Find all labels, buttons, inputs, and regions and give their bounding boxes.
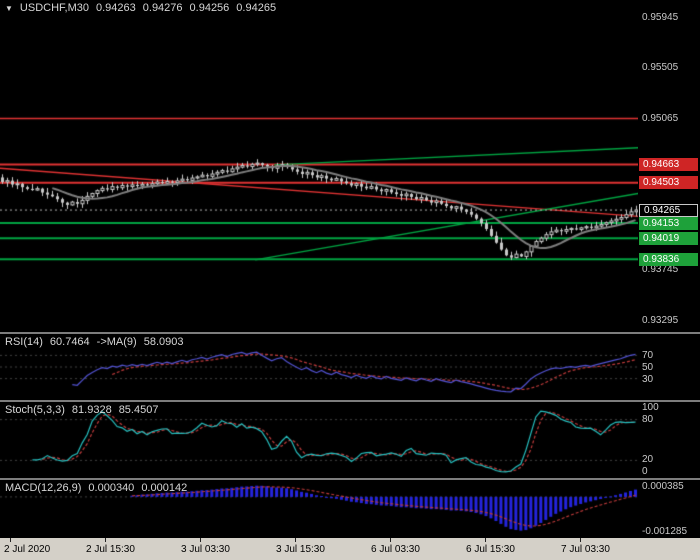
time-axis-tick <box>200 538 201 542</box>
price-axis-label: 0.95945 <box>642 12 679 23</box>
ohlc-low: 0.94256 <box>189 2 230 14</box>
macd-indicator-panel: MACD(12,26,9) 0.000340 0.000142 0.000385… <box>0 480 700 538</box>
stoch-axis-label: 0 <box>642 466 648 477</box>
symbol-timeframe: USDCHF,M30 <box>19 2 89 14</box>
resistance-price-box: 0.94663 <box>639 158 698 171</box>
symbol-dropdown-icon[interactable]: ▼ <box>5 4 13 13</box>
price-axis-label: 0.93745 <box>642 264 679 275</box>
rsi-indicator-canvas[interactable] <box>0 334 638 400</box>
rsi-axis-label: 30 <box>642 374 654 385</box>
panel-resize-divider[interactable] <box>0 400 700 402</box>
macd-signal-value: 0.000142 <box>141 482 188 494</box>
stochastic-indicator-canvas[interactable] <box>0 402 638 478</box>
support-price-box: 0.94019 <box>639 232 698 245</box>
macd-label: MACD(12,26,9) <box>5 482 82 494</box>
time-axis-label: 6 Jul 03:30 <box>371 544 420 555</box>
support-price-box: 0.93836 <box>639 253 698 266</box>
stochastic-header: Stoch(5,3,3) 81.9328 85.4507 <box>5 404 158 416</box>
macd-header: MACD(12,26,9) 0.000340 0.000142 <box>5 482 187 494</box>
time-axis-tick <box>485 538 486 542</box>
ohlc-open: 0.94263 <box>96 2 136 14</box>
current-price-box: 0.94265 <box>639 204 698 217</box>
symbol-info-bar: ▼ USDCHF,M30 0.94263 0.94276 0.94256 0.9… <box>5 2 276 16</box>
rsi-ma-value: 58.0903 <box>143 336 184 348</box>
macd-indicator-canvas[interactable] <box>0 480 638 538</box>
stoch-signal-value: 85.4507 <box>118 404 159 416</box>
ohlc-high: 0.94276 <box>142 2 183 14</box>
price-chart-panel: ▼ USDCHF,M30 0.94263 0.94276 0.94256 0.9… <box>0 0 698 332</box>
rsi-axis-label: 50 <box>642 362 654 373</box>
stoch-axis-label: 80 <box>642 414 654 425</box>
rsi-label: RSI(14) <box>5 336 43 348</box>
time-axis-label: 7 Jul 03:30 <box>561 544 610 555</box>
time-axis-tick <box>10 538 11 542</box>
support-price-box: 0.94153 <box>639 217 698 230</box>
price-axis-label: 0.95505 <box>642 62 679 73</box>
price-chart-canvas[interactable] <box>0 0 638 332</box>
time-axis-label: 2 Jul 15:30 <box>86 544 135 555</box>
time-axis-label: 2 Jul 2020 <box>4 544 51 555</box>
stoch-label: Stoch(5,3,3) <box>5 404 65 416</box>
price-axis-label: 0.93295 <box>642 315 679 326</box>
time-axis-tick <box>390 538 391 542</box>
rsi-indicator-panel: RSI(14) 60.7464 ->MA(9) 58.0903 70 50 30 <box>0 334 700 400</box>
rsi-ma-label: ->MA(9) <box>96 336 137 348</box>
rsi-axis-label: 70 <box>642 350 654 361</box>
time-axis-tick <box>105 538 106 542</box>
price-axis-label: 0.95065 <box>642 113 679 124</box>
ohlc-close: 0.94265 <box>236 2 277 14</box>
stochastic-indicator-panel: Stoch(5,3,3) 81.9328 85.4507 100 80 20 0 <box>0 402 700 478</box>
time-axis-label: 6 Jul 15:30 <box>466 544 515 555</box>
resistance-price-box: 0.94503 <box>639 176 698 189</box>
macd-axis-label: 0.000385 <box>642 481 684 492</box>
stoch-value: 81.9328 <box>71 404 112 416</box>
macd-value: 0.000340 <box>88 482 135 494</box>
time-axis-tick <box>295 538 296 542</box>
stoch-axis-label: 20 <box>642 454 654 465</box>
macd-axis-label: -0.001285 <box>642 526 688 537</box>
stoch-axis-label: 100 <box>642 402 659 413</box>
rsi-value: 60.7464 <box>49 336 90 348</box>
time-axis: 2 Jul 2020 2 Jul 15:30 3 Jul 03:30 3 Jul… <box>0 538 700 560</box>
time-axis-label: 3 Jul 15:30 <box>276 544 325 555</box>
rsi-header: RSI(14) 60.7464 ->MA(9) 58.0903 <box>5 336 183 348</box>
panel-resize-divider[interactable] <box>0 478 700 480</box>
time-axis-label: 3 Jul 03:30 <box>181 544 230 555</box>
time-axis-tick <box>580 538 581 542</box>
panel-resize-divider[interactable] <box>0 332 700 334</box>
